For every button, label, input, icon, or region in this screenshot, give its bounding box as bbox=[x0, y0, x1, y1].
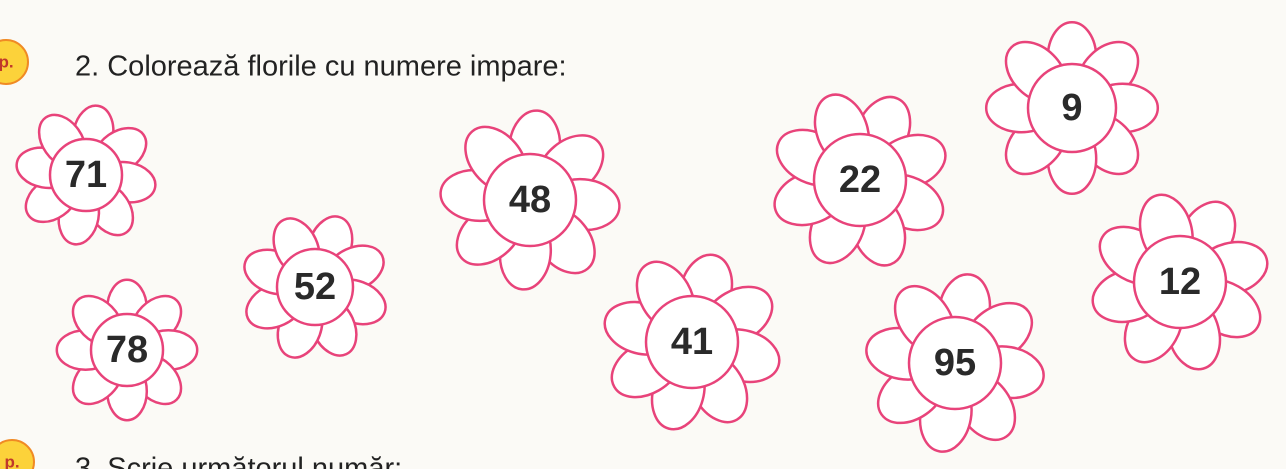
flower-number: 41 bbox=[671, 321, 713, 363]
badge-label: p. bbox=[0, 52, 14, 71]
flower-number: 95 bbox=[934, 342, 976, 384]
instruction: 2. Colorează florile cu numere impare: bbox=[75, 51, 567, 83]
exercise-2: p. 2. Colorează florile cu numere impare… bbox=[0, 40, 567, 84]
flower-number: 22 bbox=[839, 159, 881, 201]
flower: 71 bbox=[13, 102, 158, 247]
instruction: 3. Scrie următorul număr: bbox=[75, 453, 402, 469]
flower-number: 12 bbox=[1159, 261, 1201, 303]
worksheet: p. 2. Colorează florile cu numere impare… bbox=[0, 0, 1286, 469]
flower-number: 71 bbox=[65, 154, 107, 196]
flower: 9 bbox=[986, 22, 1158, 194]
flower-number: 9 bbox=[1061, 87, 1082, 129]
flower: 41 bbox=[599, 249, 785, 435]
exercise-3: p. 3. Scrie următorul număr: bbox=[0, 440, 402, 469]
flower: 48 bbox=[438, 108, 621, 291]
flower-number: 48 bbox=[509, 179, 551, 221]
flower: 95 bbox=[862, 270, 1047, 455]
badge-label: p. bbox=[4, 452, 19, 469]
flowers: 71 78 52 48 41 22 9 95 12 bbox=[13, 22, 1273, 456]
flower-number: 78 bbox=[106, 329, 148, 371]
flower: 12 bbox=[1087, 189, 1273, 375]
flower: 78 bbox=[57, 280, 197, 420]
flower: 52 bbox=[238, 210, 392, 364]
flower: 22 bbox=[767, 87, 953, 273]
flower-number: 52 bbox=[294, 266, 336, 308]
